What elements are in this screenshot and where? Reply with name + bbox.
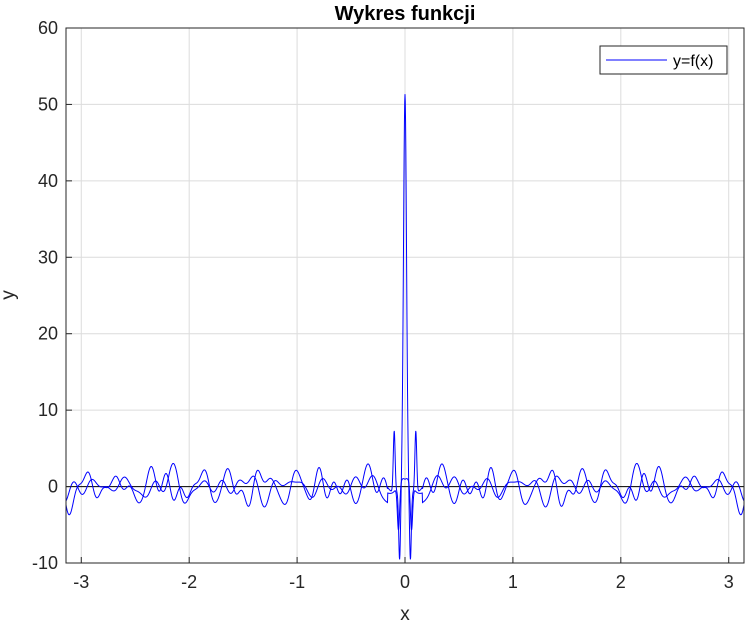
y-tick-label: 60 <box>38 18 58 38</box>
x-axis-label: x <box>400 604 410 625</box>
series-line-yfx <box>65 94 745 560</box>
chart-title: Wykres funkcji <box>335 3 476 25</box>
y-ticks: -10 0 10 20 30 40 50 60 <box>32 18 72 573</box>
x-tick-label: -2 <box>181 572 197 592</box>
legend: y=f(x) <box>599 45 728 75</box>
x-tick-label: 1 <box>508 572 518 592</box>
y-tick-label: 20 <box>38 324 58 344</box>
x-tick-label: 3 <box>724 572 734 592</box>
x-tick-label: 0 <box>400 572 410 592</box>
y-tick-label: 30 <box>38 247 58 267</box>
x-ticks: -3 -2 -1 0 1 2 3 <box>73 557 734 592</box>
y-tick-label: 40 <box>38 171 58 191</box>
y-tick-label: -10 <box>32 553 58 573</box>
y-tick-label: 50 <box>38 94 58 114</box>
series-group <box>65 94 745 560</box>
x-tick-label: 2 <box>616 572 626 592</box>
y-tick-label: 10 <box>38 400 58 420</box>
legend-label: y=f(x) <box>673 53 713 70</box>
x-tick-label: -3 <box>73 572 89 592</box>
series-line-yfx-secondary <box>65 462 745 531</box>
y-tick-label: 0 <box>48 477 58 497</box>
y-axis-label: y <box>0 290 19 300</box>
x-tick-label: -1 <box>289 572 305 592</box>
